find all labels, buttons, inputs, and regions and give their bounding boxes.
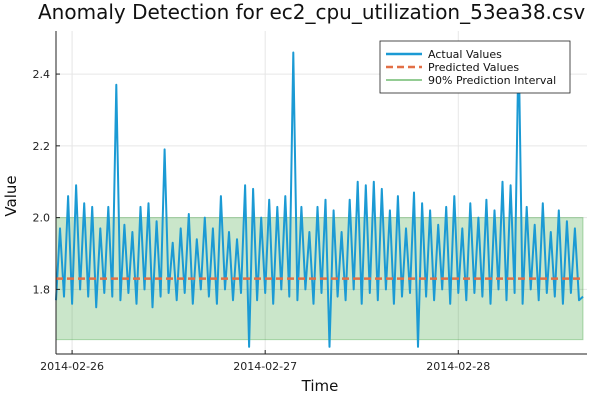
actual-values-line: [55, 40, 584, 348]
axes: [55, 31, 587, 355]
x-axis-title: Time: [301, 377, 339, 395]
tick-labels: 1.8 2.0 2.2 2.4 2014-02-26 2014-02-27 2014-02-…: [33, 68, 491, 373]
x-tick-label: 2014-02-27: [233, 360, 297, 373]
y-tick-label: 2.4: [33, 68, 51, 81]
y-axis-title: Value: [2, 175, 20, 216]
x-tick-label: 2014-02-26: [40, 360, 104, 373]
y-tick-label: 1.8: [33, 283, 51, 296]
y-tick-label: 2.2: [33, 140, 51, 153]
legend-actual-label: Actual Values: [428, 48, 502, 61]
legend-interval-label: 90% Prediction Interval: [428, 74, 556, 87]
chart-title: Anomaly Detection for ec2_cpu_utilizatio…: [38, 0, 585, 24]
x-tick-label: 2014-02-28: [426, 360, 490, 373]
legend: Actual Values Predicted Values 90% Predi…: [379, 40, 571, 94]
legend-predicted-label: Predicted Values: [428, 61, 519, 74]
y-tick-label: 2.0: [33, 212, 51, 225]
